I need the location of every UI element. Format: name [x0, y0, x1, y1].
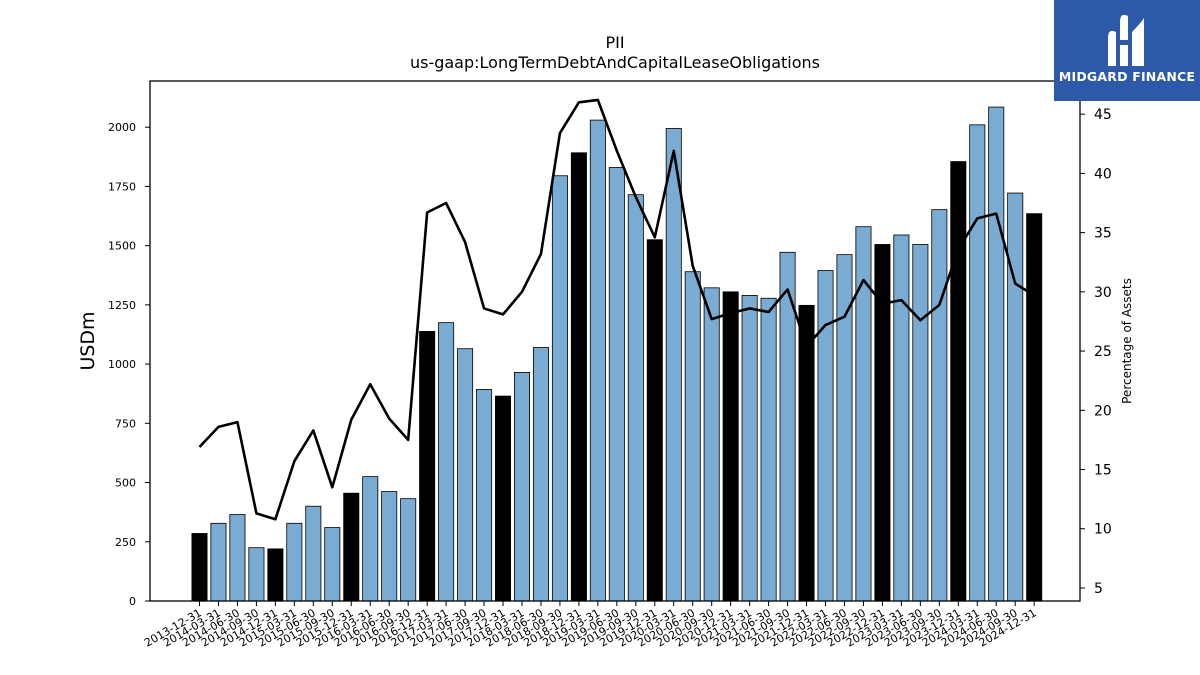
chart-title: PII: [605, 33, 624, 52]
y-tick-label: 750: [115, 417, 136, 430]
right-axis: 5 10 15 20 25 30 35 40 45: [1080, 107, 1112, 597]
bar-2019-09-30: [627, 194, 644, 602]
left-axis: 0 250 500 750 1000 1250 1500 1750 2000: [108, 121, 150, 608]
y-tick-label: 500: [115, 477, 136, 490]
percentage-of-assets-line: [198, 98, 1035, 521]
bar-2018-03-31: [513, 371, 530, 602]
bar-2018-12-31: [570, 152, 587, 602]
bar-2022-09-30: [855, 226, 872, 602]
bar-2014-06-30: [229, 514, 246, 602]
bar-2020-03-31: [665, 127, 682, 602]
y-tick-label: 1500: [108, 240, 136, 253]
bar-2021-12-31: [798, 304, 815, 602]
bar-2019-12-31: [646, 239, 663, 602]
bar-2014-09-30: [248, 547, 265, 602]
bar-2021-03-31: [741, 294, 758, 602]
bar-2020-12-31: [722, 291, 739, 602]
bar-2018-06-30: [532, 347, 549, 602]
bar-2013-12-31: [191, 533, 208, 602]
y-axis-label: USDm: [77, 311, 99, 370]
bar-2016-09-30: [400, 498, 417, 602]
bar-2016-03-31: [362, 476, 379, 602]
bar-2014-12-31: [267, 548, 284, 602]
bar-2023-09-30: [931, 209, 948, 602]
bar-2017-03-31: [438, 322, 455, 602]
bar-2023-12-31: [950, 161, 967, 602]
y2-tick-label: 5: [1094, 581, 1103, 597]
bar-2015-03-31: [286, 522, 303, 602]
bar-2024-12-31: [1026, 213, 1043, 602]
y2-tick-label: 25: [1094, 344, 1112, 360]
x-axis: 2013-12-312014-03-312014-06-302014-09-30…: [142, 601, 1039, 650]
bar-2017-09-30: [476, 389, 493, 602]
bar-2020-06-30: [684, 271, 701, 602]
bar-2016-06-30: [381, 491, 398, 602]
bar-2018-09-30: [551, 175, 568, 602]
y-tick-label: 1750: [108, 180, 136, 193]
bar-2015-12-31: [343, 492, 360, 602]
bar-2021-06-30: [760, 297, 777, 602]
y2-axis-label: Percentage of Assets: [1120, 278, 1134, 404]
midgard-logo-icon: [1108, 14, 1144, 66]
bar-2023-03-31: [893, 234, 910, 602]
y-tick-label: 2000: [108, 121, 136, 134]
y2-tick-label: 35: [1094, 226, 1112, 242]
y2-tick-label: 30: [1094, 285, 1112, 301]
bar-2019-03-31: [589, 119, 606, 602]
bar-2019-06-30: [608, 167, 625, 602]
y-tick-label: 0: [129, 595, 136, 608]
y2-tick-label: 15: [1094, 463, 1112, 479]
bar-2024-09-30: [1007, 192, 1024, 602]
y2-tick-label: 20: [1094, 403, 1112, 419]
bar-2017-06-30: [457, 348, 474, 602]
bar-2024-03-31: [969, 124, 986, 602]
logo-text: MIDGARD FINANCE: [1058, 69, 1196, 84]
bar-2015-06-30: [305, 505, 322, 602]
y2-tick-label: 45: [1094, 107, 1112, 123]
bar-2022-03-31: [817, 270, 834, 602]
bar-2020-09-30: [703, 287, 720, 602]
bar-2015-09-30: [324, 527, 341, 602]
y-tick-label: 250: [115, 536, 136, 549]
bar-2017-12-31: [495, 395, 512, 602]
y2-tick-label: 10: [1094, 522, 1112, 538]
y-tick-label: 1000: [108, 358, 136, 371]
bar-2014-03-31: [210, 522, 227, 602]
y-tick-label: 1250: [108, 299, 136, 312]
plot-frame: [149, 80, 1081, 602]
bars-group: [191, 106, 1043, 602]
bar-2024-06-30: [988, 106, 1005, 602]
bar-2023-06-30: [912, 244, 929, 602]
chart-subtitle: us-gaap:LongTermDebtAndCapitalLeaseOblig…: [410, 53, 820, 72]
bar-2016-12-31: [419, 331, 436, 602]
line-group: [198, 98, 1035, 521]
y2-tick-label: 40: [1094, 166, 1112, 182]
midgard-finance-logo: MIDGARD FINANCE: [1054, 0, 1200, 101]
